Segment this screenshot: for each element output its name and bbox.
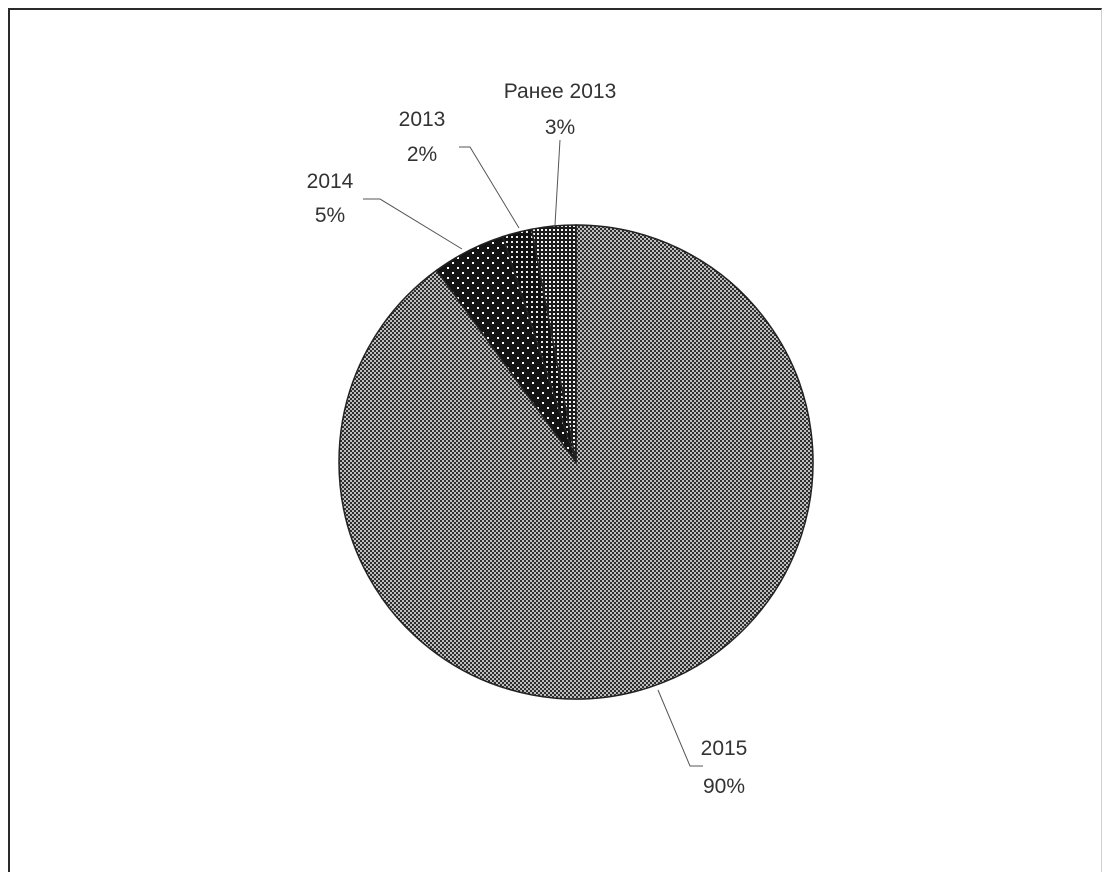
leader-line-2014 [363, 198, 463, 250]
pie-slice-ранее-2013 [530, 224, 577, 463]
leader-line-2013 [459, 146, 520, 229]
slice-percent-label: 2% [407, 143, 437, 166]
slice-category-label: 2015 [701, 737, 748, 760]
slice-percent-label: 90% [703, 775, 745, 798]
slice-category-label: 2014 [307, 170, 354, 193]
slice-percent-label: 5% [315, 204, 345, 227]
slice-category-label: Ранее 2013 [504, 80, 617, 103]
slice-category-label: 2013 [399, 108, 446, 131]
leader-line-ранее-2013 [554, 139, 561, 226]
slice-percent-label: 3% [545, 116, 575, 139]
leader-line-2015 [657, 689, 703, 767]
